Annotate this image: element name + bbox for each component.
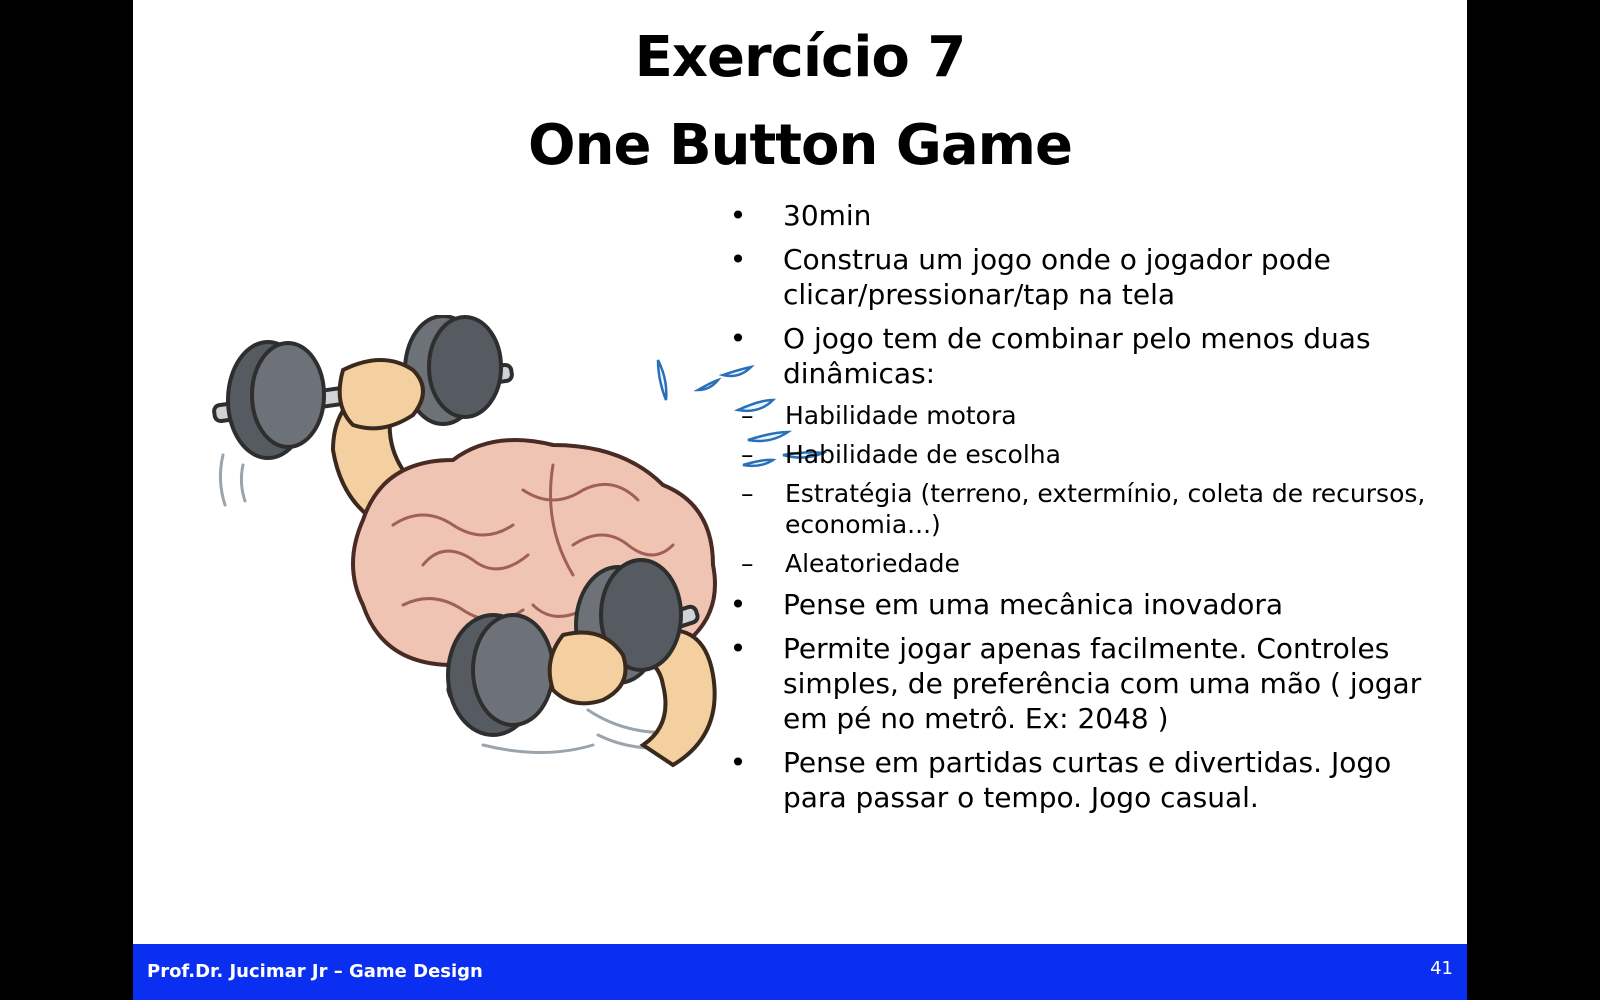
bullet-icon: • [729,588,747,621]
bullet-icon: • [729,199,747,232]
list-item-text: Pense em partidas curtas e divertidas. J… [783,746,1392,814]
sub-list-item-text: Aleatoriedade [785,549,960,578]
list-item-text: O jogo tem de combinar pelo menos duas d… [783,322,1371,390]
bullet-icon: • [729,243,747,276]
sub-list-item-text: Habilidade de escolha [785,440,1061,469]
list-item: • Permite jogar apenas facilmente. Contr… [728,631,1458,736]
sub-list-item: – Estratégia (terreno, extermínio, colet… [673,478,1458,540]
dash-icon: – [741,549,754,578]
title-line-2: One Button Game [528,113,1073,178]
list-item-text: Pense em uma mecânica inovadora [783,588,1284,621]
list-item: • 30min [728,198,1458,233]
list-item-text: Permite jogar apenas facilmente. Control… [783,632,1422,735]
list-item: • Pense em partidas curtas e divertidas.… [728,745,1458,815]
title-line-1: Exercício 7 [634,25,967,90]
list-item-text: Construa um jogo onde o jogador pode cli… [783,243,1331,311]
dash-icon: – [741,440,754,469]
slide-footer: Prof.Dr. Jucimar Jr – Game Design 41 [133,944,1467,1000]
brain-lifting-dumbbells-icon [212,315,828,768]
bullet-list: • 30min • Construa um jogo onde o jogado… [728,198,1458,824]
sub-list-item-text: Habilidade motora [785,401,1017,430]
list-item: • O jogo tem de combinar pelo menos duas… [728,321,1458,391]
page-number: 41 [1430,958,1453,979]
list-item: • Pense em uma mecânica inovadora [728,587,1458,622]
bullet-icon: • [729,632,747,665]
slide: Exercício 7 One Button Game [133,0,1467,1000]
bullet-icon: • [729,746,747,779]
sub-list-item-text: Estratégia (terreno, extermínio, coleta … [785,479,1426,539]
footer-text: Prof.Dr. Jucimar Jr – Game Design [147,961,483,982]
list-item: • Construa um jogo onde o jogador pode c… [728,242,1458,312]
sub-list-item: – Habilidade motora [673,400,1458,431]
list-item-text: 30min [783,199,872,232]
sub-list-item: – Habilidade de escolha [673,439,1458,470]
dash-icon: – [741,479,754,508]
slide-title: Exercício 7 One Button Game [133,14,1467,190]
dash-icon: – [741,401,754,430]
bullet-icon: • [729,322,747,355]
sub-list-item: – Aleatoriedade [673,548,1458,579]
